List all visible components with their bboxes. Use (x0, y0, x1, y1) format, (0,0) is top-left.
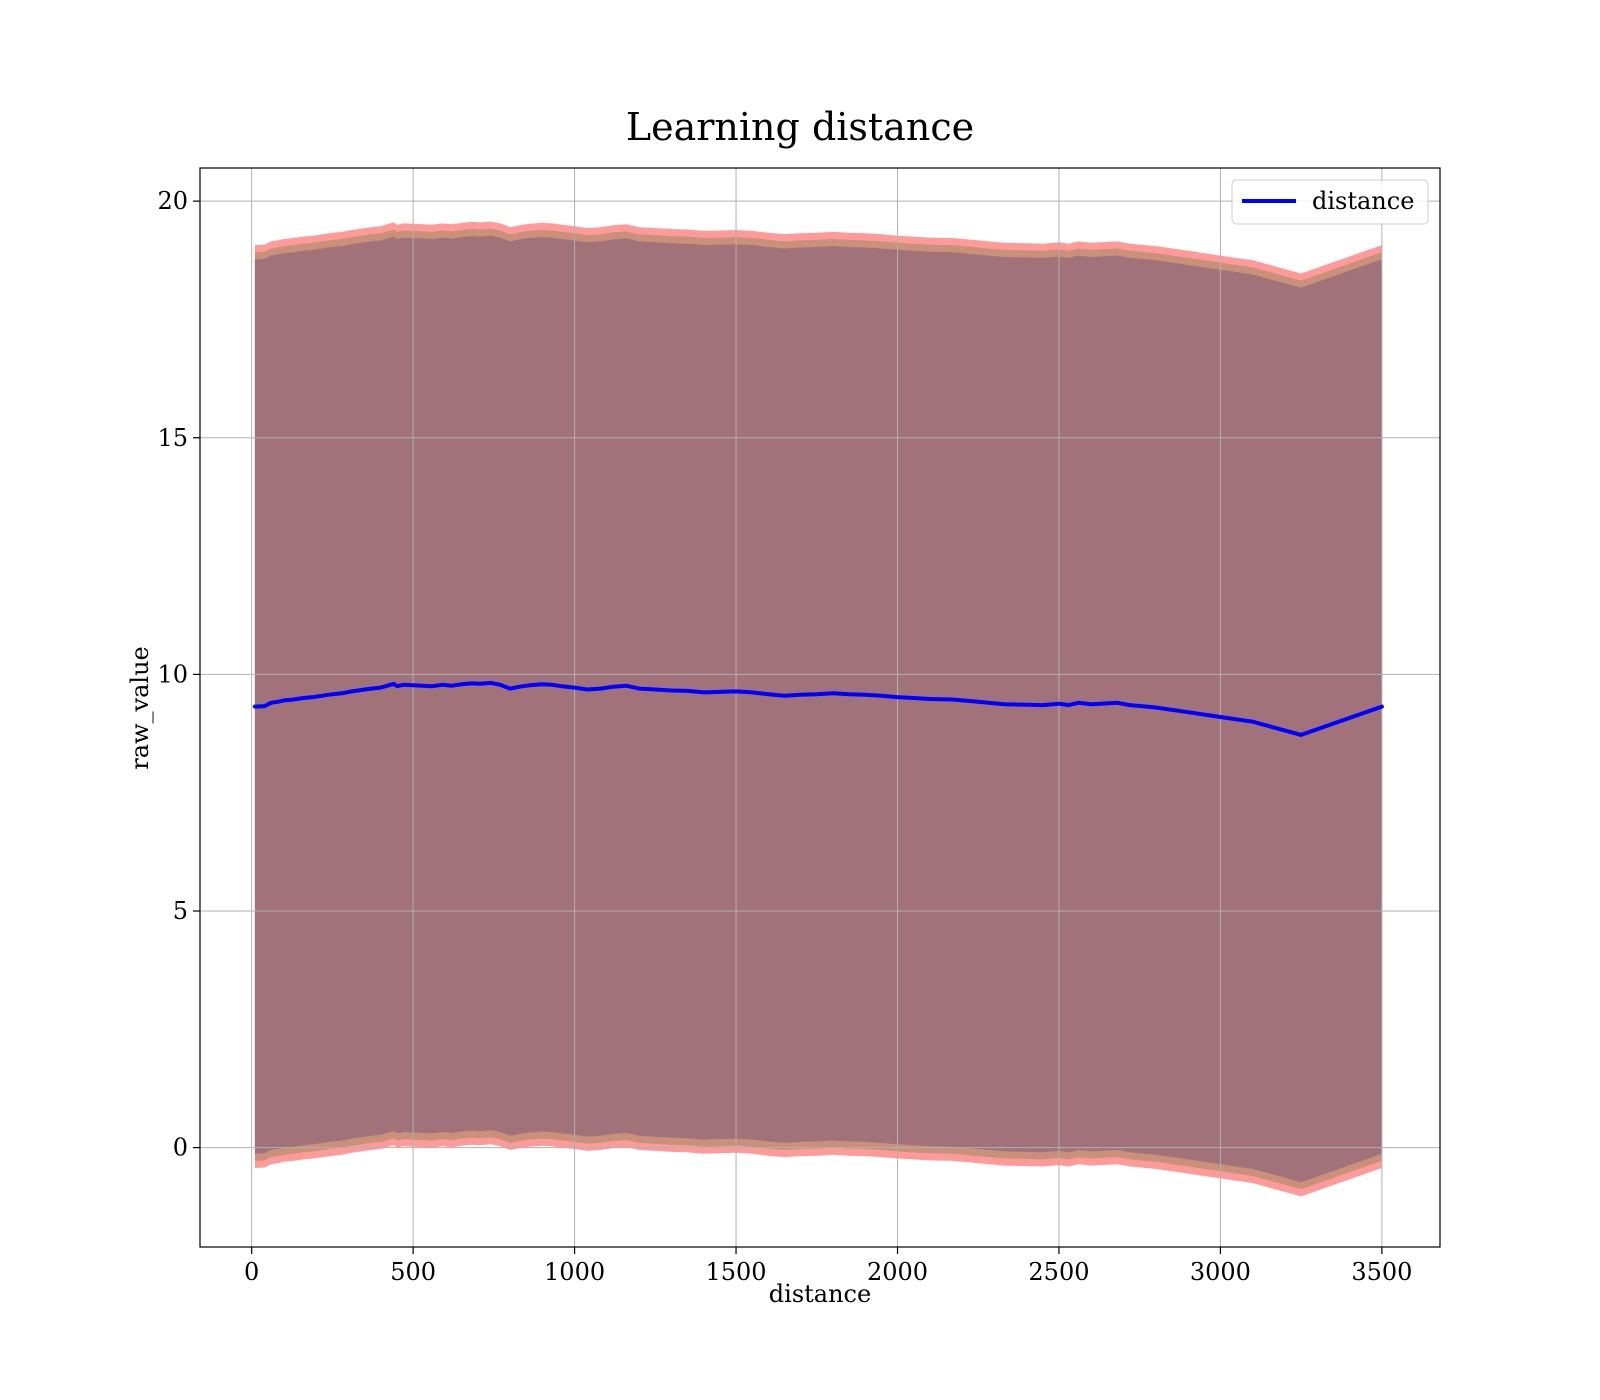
plot-frame (199, 167, 1441, 1248)
legend: distance (1231, 179, 1429, 225)
y-tick-label: 15 (157, 424, 188, 452)
y-axis-label: raw_value (126, 646, 154, 770)
band-inner (254, 235, 1382, 1183)
y-axis: 0 5 10 15 20 (157, 187, 200, 1162)
grid-lines (200, 168, 1440, 1247)
x-axis: 0 500 1000 1500 2000 2500 3000 3500 (244, 1247, 1412, 1286)
x-tick-label: 3000 (1190, 1258, 1251, 1286)
x-tick-label: 1500 (706, 1258, 767, 1286)
x-tick-label: 500 (390, 1258, 436, 1286)
x-tick-label: 0 (244, 1258, 259, 1286)
x-tick-label: 3500 (1351, 1258, 1412, 1286)
y-tick-label: 5 (173, 897, 188, 925)
legend-box (1231, 179, 1429, 225)
y-tick-label: 0 (173, 1134, 188, 1162)
legend-entry-distance: distance (1312, 187, 1414, 215)
y-tick-label: 10 (157, 660, 188, 688)
y-tick-label: 20 (157, 187, 188, 215)
x-tick-label: 2000 (867, 1258, 928, 1286)
data-series (252, 680, 1384, 737)
series-line-distance (252, 680, 1384, 737)
x-axis-label: distance (769, 1280, 871, 1308)
x-tick-label: 1000 (544, 1258, 605, 1286)
confidence-bands (254, 221, 1382, 1197)
chart-title: Learning distance (626, 105, 974, 149)
x-tick-label: 2500 (1028, 1258, 1089, 1286)
